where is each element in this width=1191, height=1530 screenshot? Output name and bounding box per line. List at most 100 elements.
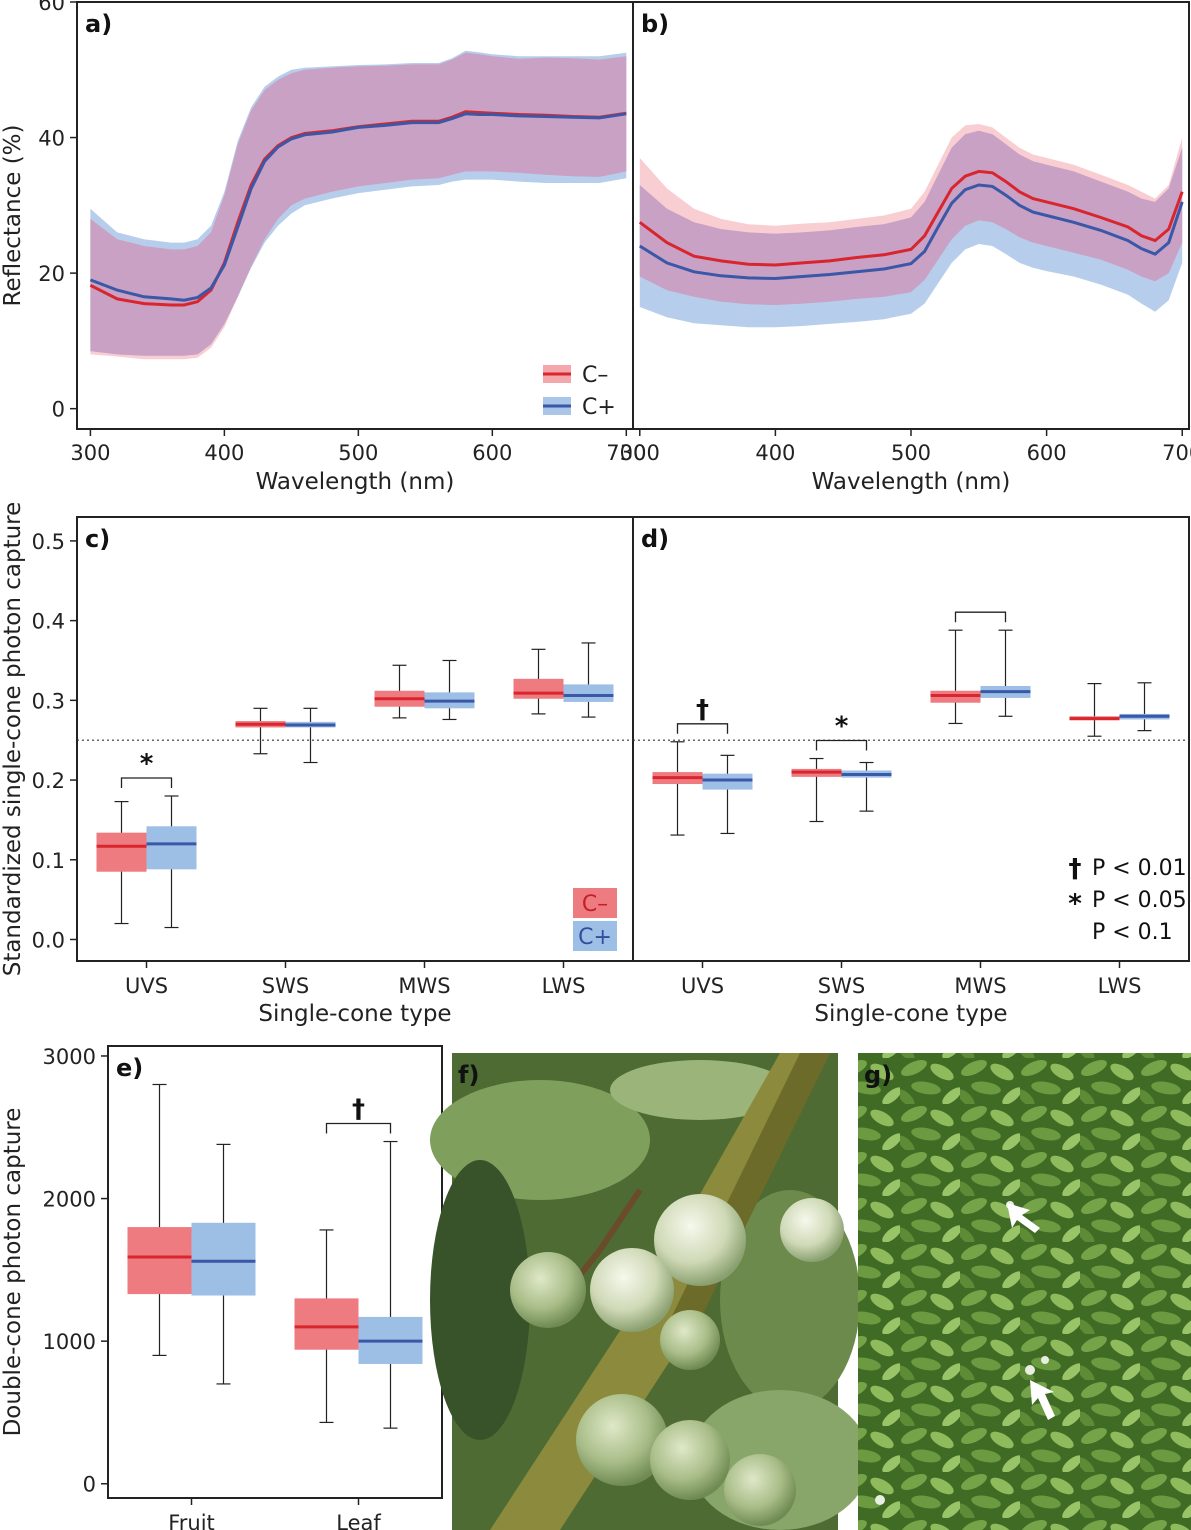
band-overlap [639,130,1183,305]
box-cplus [191,1222,256,1296]
y-tick-label: 40 [38,127,65,151]
x-tick-label: 400 [204,441,244,465]
significance-bracket [815,739,868,751]
significance-symbol: * [835,712,849,742]
significance-bracket [954,611,1007,623]
x-tick-label: 600 [472,441,512,465]
box-cminus [96,832,147,872]
box-cminus [127,1227,192,1295]
x-tick-label: 300 [620,441,660,465]
x-tick-label: LWS [1098,974,1142,998]
y-tick-label: 20 [38,262,65,286]
y-tick-label: 0.3 [32,689,65,713]
x-tick-label: 400 [755,441,795,465]
box-cplus [146,826,197,870]
x-tick-label: SWS [262,974,309,998]
photo-f-berry [660,1310,720,1370]
photo-g: g) [858,1053,1191,1530]
panel-b-plot: 300 400 500 600 700 Wavelength (nm) b) [620,10,1191,495]
photo-f-berry [780,1198,844,1262]
panel-d-frame [632,516,1190,962]
sig-legend-p01: P < 0.1 [1092,920,1173,945]
y-tick-label: 1000 [43,1330,96,1354]
sig-legend-p001: P < 0.01 [1092,856,1187,881]
series-line-cminus [638,169,1184,267]
photo-f: f) [430,1053,870,1530]
panel-a-plot: 300 400 500 600 700 0 20 40 60 Wavelength (nm) Ref… [0,0,646,495]
y-tick-label: 0.2 [32,769,65,793]
legend-c-cplus-label: C+ [578,925,612,950]
sig-legend-dagger: † [1069,854,1082,884]
y-tick-label: 3000 [43,1045,96,1069]
x-tick-label: Fruit [168,1511,215,1530]
x-tick-label: 700 [1162,441,1191,465]
photo-f-berry [510,1252,586,1328]
x-tick-label: LWS [542,974,586,998]
panel-d-plot: UVS SWS MWS LWS † * Single-cone type d) [633,525,1189,1027]
significance-bracket [325,1122,392,1134]
legend-c-cplus-box [573,921,617,951]
y-tick-label: 0 [83,1473,96,1497]
arrow-icon [1007,1203,1040,1233]
legend-cplus-label: C+ [582,395,616,420]
panel-label-d: d) [641,525,669,553]
x-axis-label: Wavelength (nm) [812,469,1011,495]
photo-g-flower [1025,1365,1035,1375]
x-tick-label: UVS [125,974,168,998]
photo-f-foliage [430,1160,530,1440]
sig-legend-p005: P < 0.05 [1092,888,1187,913]
y-tick-label: 0.0 [32,928,65,952]
x-tick-label: Leaf [336,1511,381,1530]
significance-bracket [120,777,173,788]
y-axis-label: Reflectance (%) [0,125,26,307]
significance-symbol: † [696,695,709,725]
x-tick-label: 600 [1027,441,1067,465]
arrow-icon [1030,1380,1055,1420]
x-tick-label: 300 [70,441,110,465]
y-tick-label: 0.4 [32,610,65,634]
photo-g-foliage [858,1053,1191,1530]
significance-bracket [676,723,729,734]
photo-f-berry [724,1454,796,1526]
box-cminus [513,678,564,699]
legend-c: C– C+ [573,888,617,951]
y-tick-label: 60 [38,0,65,15]
photo-f-berry [654,1194,746,1286]
panel-e-plot: Fruit Leaf † 0 1000 2000 3000 Double-cone photo… [0,1045,423,1530]
y-tick-label: 0.1 [32,849,65,873]
legend-c-cminus-box [573,888,617,918]
x-tick-label: MWS [398,974,450,998]
photo-f-label: f) [458,1061,479,1089]
panel-c-frame [76,516,634,962]
x-axis-label: Wavelength (nm) [256,469,455,495]
series-line-cplus [89,112,627,302]
x-tick-label: MWS [954,974,1006,998]
photo-g-flower [875,1495,885,1505]
y-tick-label: 0.5 [32,530,65,554]
significance-legend: † P < 0.01 * P < 0.05 P < 0.1 [1068,854,1186,945]
significance-symbol: † [352,1095,365,1125]
photo-f-berry [576,1394,668,1486]
panel-label-c: c) [85,525,110,553]
photo-g-label: g) [864,1061,892,1089]
y-tick-label: 2000 [43,1188,96,1212]
panel-label-b: b) [641,10,669,38]
y-tick-label: 0 [52,398,65,422]
legend-c-cminus-label: C– [582,892,608,917]
photo-f-berry [590,1248,674,1332]
panel-label-e: e) [116,1054,143,1082]
legend-a: C– C+ [543,363,616,420]
photo-f-foliage [610,1060,790,1120]
sig-legend-star: * [1068,889,1082,919]
x-tick-label: UVS [681,974,724,998]
significance-symbol: * [140,749,154,779]
x-tick-label: 500 [891,441,931,465]
x-axis-label: Single-cone type [258,1001,451,1027]
y-axis-label: Double-cone photon capture [0,1108,26,1437]
x-tick-label: 700 [606,441,646,465]
panel-label-a: a) [85,10,112,38]
x-tick-label: 500 [338,441,378,465]
box-cplus [563,684,614,702]
x-tick-label: SWS [818,974,865,998]
